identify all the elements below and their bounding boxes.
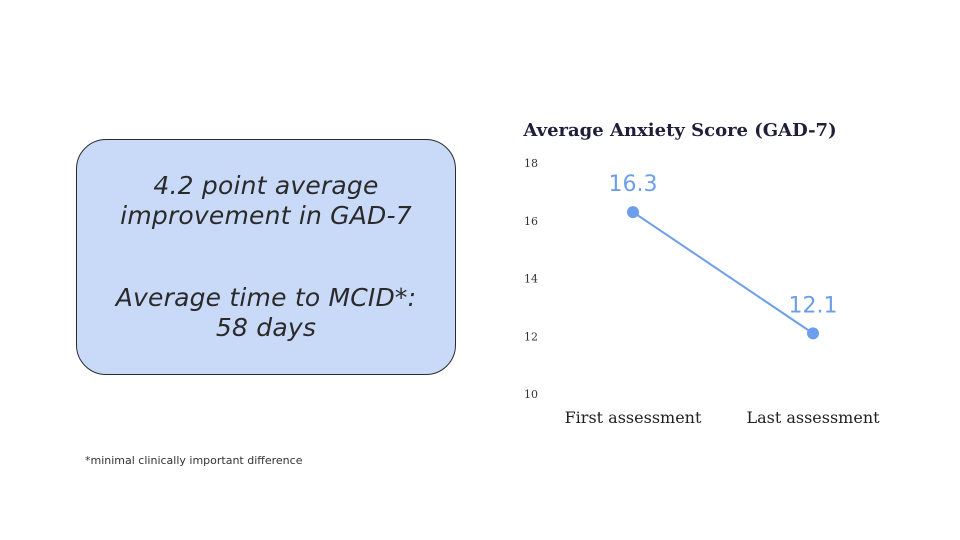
data-label: 12.1 [789, 293, 838, 318]
callout-line-4: 58 days [215, 313, 317, 342]
series-line [632, 211, 814, 335]
plot-area: 16.3 12.1 [609, 172, 838, 340]
y-tick-label: 18 [524, 157, 538, 170]
y-axis: 10 12 14 16 18 [524, 157, 538, 401]
line-chart: Average Anxiety Score (GAD-7) 10 12 14 16 18… [522, 120, 881, 427]
data-point [627, 206, 639, 219]
y-tick-label: 14 [524, 273, 538, 286]
x-axis: First assessment Last assessment [565, 408, 881, 427]
y-tick-label: 16 [524, 215, 538, 228]
data-label: 16.3 [609, 172, 658, 197]
callout-line-1: 4.2 point average [153, 171, 379, 200]
x-tick-label: Last assessment [746, 408, 880, 427]
callout-line-2: improvement in GAD-7 [120, 201, 412, 230]
summary-callout: 4.2 point average improvement in GAD-7 A… [76, 139, 456, 375]
y-tick-label: 12 [524, 330, 538, 343]
x-tick-label: First assessment [565, 408, 702, 427]
callout-line-3: Average time to MCID*: [115, 283, 417, 312]
y-tick-label: 10 [524, 388, 538, 401]
data-point [807, 327, 819, 340]
chart-title: Average Anxiety Score (GAD-7) [522, 120, 836, 141]
footnote: *minimal clinically important difference [85, 454, 303, 467]
